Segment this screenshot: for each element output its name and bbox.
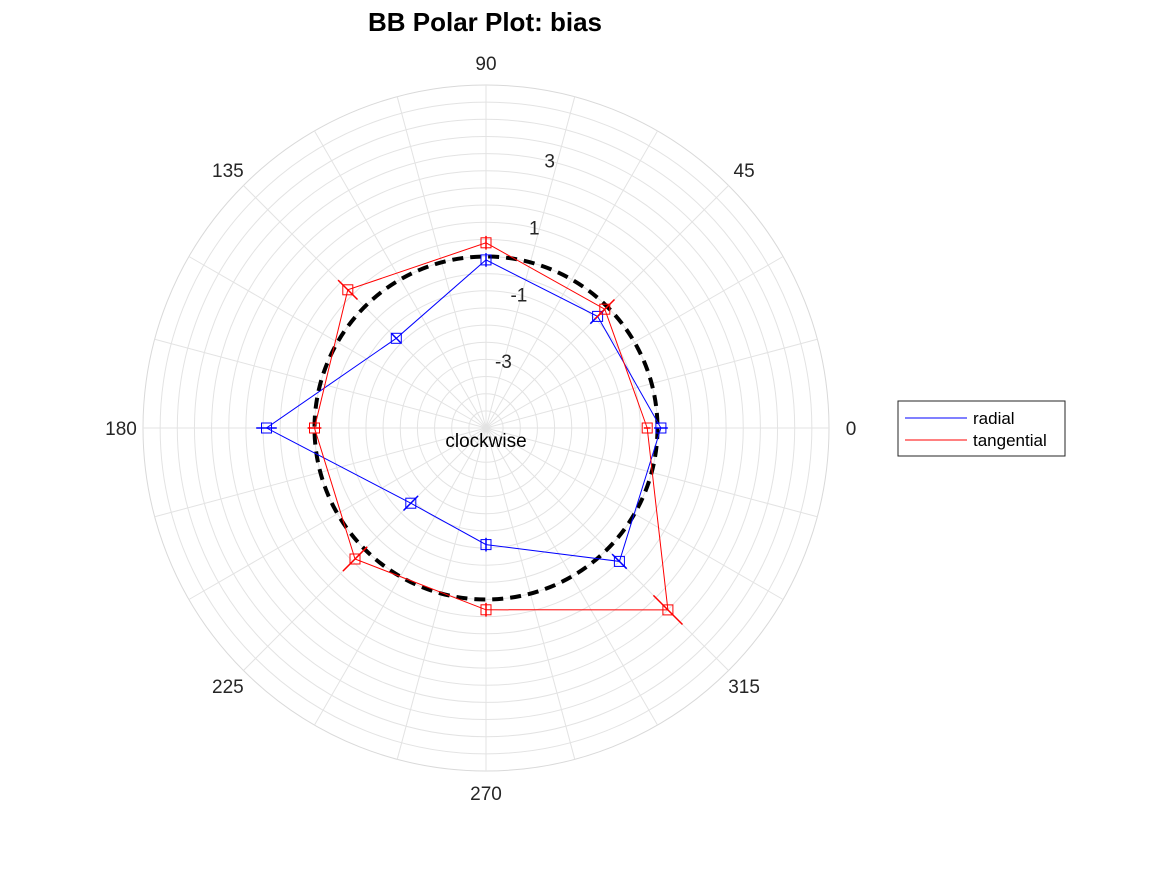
error-bar xyxy=(652,594,684,626)
angle-labels: 0 45 90 135 180 225 270 315 xyxy=(105,54,856,805)
radius-tick-label: 1 xyxy=(529,219,540,240)
error-bar xyxy=(594,298,616,320)
legend-label-tangential: tangential xyxy=(973,431,1047,450)
legend-label-radial: radial xyxy=(973,409,1015,428)
data-point-marker xyxy=(592,310,604,322)
error-bar xyxy=(337,279,359,301)
error-bar xyxy=(390,332,402,344)
angle-tick-label: 180 xyxy=(105,419,137,440)
polar-grid xyxy=(142,84,830,772)
data-point-marker xyxy=(480,237,492,249)
angle-tick-label: 0 xyxy=(846,419,857,440)
data-point-marker xyxy=(599,303,611,315)
data-point-marker xyxy=(662,604,674,616)
radius-tick-label: -1 xyxy=(510,285,527,306)
series-line-radial xyxy=(265,259,662,562)
angle-tick-label: 45 xyxy=(734,161,755,182)
data-point-marker xyxy=(261,422,272,434)
data-point-marker xyxy=(390,332,402,344)
grid-spoke xyxy=(485,256,784,429)
data-point-marker xyxy=(480,254,492,266)
data-point-marker xyxy=(480,539,492,551)
grid-spoke xyxy=(485,427,658,726)
angle-tick-label: 270 xyxy=(470,784,502,805)
angle-tick-label: 135 xyxy=(212,161,244,182)
grid-spoke xyxy=(188,427,487,600)
series-tangential xyxy=(307,235,684,626)
grid-spoke xyxy=(188,256,487,429)
error-bar xyxy=(342,546,368,572)
data-point-marker xyxy=(655,422,667,434)
grid-spoke xyxy=(485,130,658,429)
angle-tick-label: 90 xyxy=(475,54,496,75)
legend-box xyxy=(897,400,1066,457)
data-point-marker xyxy=(309,422,320,434)
chart-title: BB Polar Plot: bias xyxy=(368,7,602,37)
legend: radial tangential xyxy=(897,400,1066,457)
data-point-marker xyxy=(349,553,361,565)
data-point-marker xyxy=(613,555,625,567)
data-point-marker xyxy=(480,604,492,616)
data-point-marker xyxy=(641,422,653,434)
direction-annotation: clockwise xyxy=(445,431,526,452)
series-layer xyxy=(256,235,684,626)
data-point-marker xyxy=(342,284,354,296)
data-point-marker xyxy=(405,497,417,509)
radius-tick-label: -3 xyxy=(495,352,512,373)
grid-spoke xyxy=(314,130,487,429)
series-radial xyxy=(256,253,668,570)
radius-labels: 3 1 -1 -3 xyxy=(495,152,555,374)
angle-tick-label: 225 xyxy=(212,677,244,698)
radius-tick-label: 3 xyxy=(544,152,555,173)
angle-tick-label: 315 xyxy=(728,677,760,698)
